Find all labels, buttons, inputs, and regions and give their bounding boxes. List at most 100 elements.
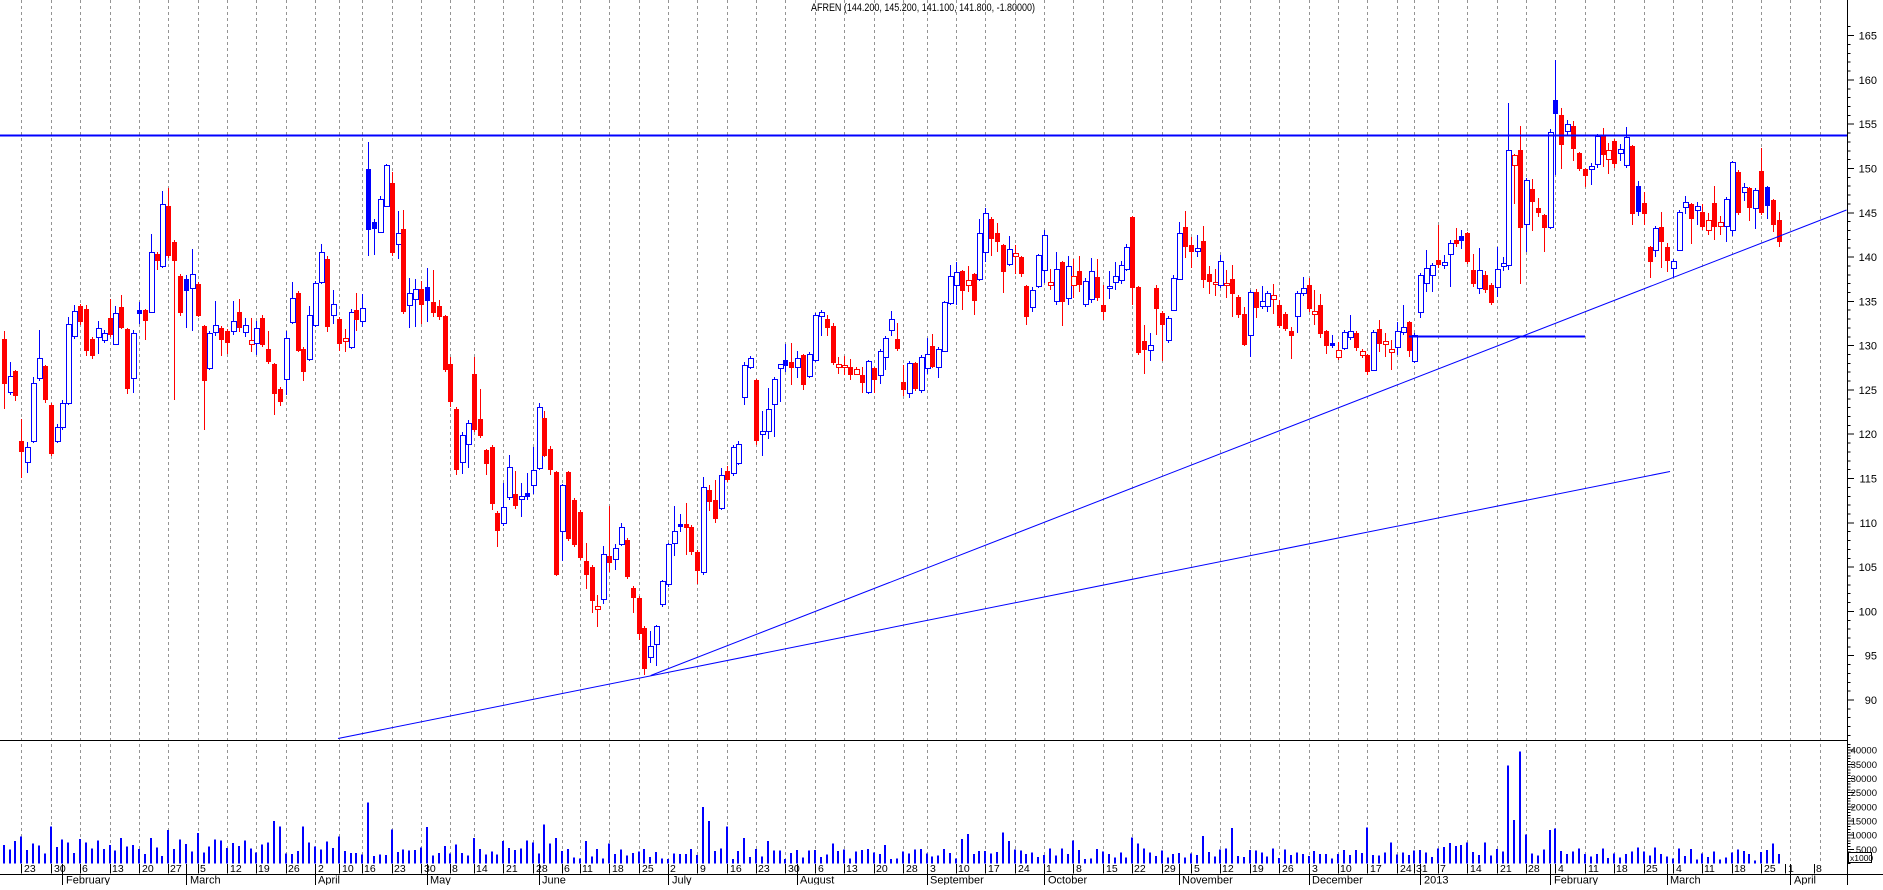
- svg-text:23: 23: [24, 863, 36, 875]
- svg-text:19: 19: [1252, 863, 1264, 875]
- svg-text:November: November: [1182, 875, 1233, 886]
- svg-text:24: 24: [1018, 863, 1030, 875]
- svg-text:110: 110: [1859, 518, 1877, 530]
- svg-text:22: 22: [1134, 863, 1146, 875]
- svg-text:July: July: [672, 875, 692, 886]
- svg-text:12: 12: [230, 863, 242, 875]
- svg-text:1: 1: [1788, 863, 1794, 875]
- svg-text:25: 25: [1764, 863, 1776, 875]
- svg-text:8: 8: [1076, 863, 1082, 875]
- svg-text:10: 10: [958, 863, 970, 875]
- svg-text:29: 29: [1164, 863, 1176, 875]
- svg-text:21: 21: [1500, 863, 1512, 875]
- svg-text:30: 30: [788, 863, 800, 875]
- svg-text:February: February: [1554, 875, 1599, 886]
- svg-text:7: 7: [1440, 863, 1446, 875]
- svg-text:18: 18: [1734, 863, 1746, 875]
- svg-text:18: 18: [1616, 863, 1628, 875]
- svg-text:160: 160: [1859, 75, 1877, 87]
- svg-text:17: 17: [988, 863, 1000, 875]
- svg-text:16: 16: [730, 863, 742, 875]
- svg-text:4: 4: [1676, 863, 1682, 875]
- svg-text:20000: 20000: [1851, 802, 1877, 813]
- svg-text:1: 1: [1046, 863, 1052, 875]
- svg-text:30000: 30000: [1851, 774, 1877, 785]
- svg-text:40000: 40000: [1851, 746, 1877, 757]
- svg-text:6: 6: [818, 863, 824, 875]
- svg-text:8: 8: [452, 863, 458, 875]
- svg-text:120: 120: [1859, 429, 1877, 441]
- svg-text:145: 145: [1859, 208, 1877, 220]
- svg-text:August: August: [800, 875, 834, 886]
- svg-text:26: 26: [288, 863, 300, 875]
- svg-text:28: 28: [906, 863, 918, 875]
- svg-text:125: 125: [1859, 385, 1877, 397]
- svg-text:4: 4: [1558, 863, 1564, 875]
- svg-text:17: 17: [1370, 863, 1382, 875]
- svg-text:2: 2: [670, 863, 676, 875]
- svg-text:30: 30: [424, 863, 436, 875]
- svg-text:8: 8: [1816, 863, 1822, 875]
- svg-text:20: 20: [876, 863, 888, 875]
- svg-text:5: 5: [1194, 863, 1200, 875]
- svg-text:April: April: [1794, 875, 1816, 886]
- svg-text:25: 25: [642, 863, 654, 875]
- svg-text:October: October: [1048, 875, 1087, 886]
- svg-text:16: 16: [364, 863, 376, 875]
- svg-text:March: March: [1670, 875, 1701, 886]
- svg-text:10: 10: [342, 863, 354, 875]
- svg-text:5000: 5000: [1856, 845, 1877, 856]
- svg-text:May: May: [430, 875, 451, 886]
- svg-text:11: 11: [1588, 863, 1599, 875]
- svg-text:September: September: [930, 875, 984, 886]
- svg-text:x1000: x1000: [1850, 853, 1873, 863]
- svg-text:11: 11: [582, 863, 593, 875]
- svg-text:10: 10: [1340, 863, 1352, 875]
- svg-text:April: April: [318, 875, 340, 886]
- svg-text:31: 31: [1416, 863, 1428, 875]
- svg-text:20: 20: [142, 863, 154, 875]
- svg-text:28: 28: [536, 863, 548, 875]
- svg-text:19: 19: [258, 863, 270, 875]
- svg-text:24: 24: [1400, 863, 1412, 875]
- svg-text:12: 12: [1222, 863, 1234, 875]
- svg-text:27: 27: [170, 863, 182, 875]
- svg-text:February: February: [66, 875, 111, 886]
- svg-text:26: 26: [1282, 863, 1294, 875]
- svg-text:5: 5: [200, 863, 206, 875]
- svg-text:11: 11: [1704, 863, 1715, 875]
- svg-text:23: 23: [394, 863, 406, 875]
- svg-text:15: 15: [1106, 863, 1118, 875]
- svg-text:December: December: [1312, 875, 1363, 886]
- svg-text:90: 90: [1865, 695, 1877, 707]
- svg-text:14: 14: [1470, 863, 1482, 875]
- svg-text:155: 155: [1859, 119, 1877, 131]
- svg-text:21: 21: [506, 863, 518, 875]
- svg-text:3: 3: [1312, 863, 1318, 875]
- svg-text:6: 6: [564, 863, 570, 875]
- svg-text:18: 18: [612, 863, 624, 875]
- svg-text:25: 25: [1646, 863, 1658, 875]
- svg-text:2: 2: [318, 863, 324, 875]
- svg-text:30: 30: [54, 863, 66, 875]
- svg-text:115: 115: [1859, 474, 1877, 486]
- svg-text:3: 3: [930, 863, 936, 875]
- svg-text:140: 140: [1859, 252, 1877, 264]
- svg-text:130: 130: [1859, 341, 1877, 353]
- svg-text:6: 6: [82, 863, 88, 875]
- svg-text:165: 165: [1859, 31, 1877, 43]
- svg-text:13: 13: [112, 863, 124, 875]
- svg-text:15000: 15000: [1851, 817, 1877, 828]
- svg-text:9: 9: [700, 863, 706, 875]
- svg-text:June: June: [542, 875, 566, 886]
- svg-text:105: 105: [1859, 562, 1877, 574]
- svg-text:13: 13: [846, 863, 858, 875]
- svg-text:23: 23: [758, 863, 770, 875]
- svg-text:95: 95: [1865, 651, 1877, 663]
- svg-text:28: 28: [1528, 863, 1540, 875]
- svg-text:AFREN (144.200, 145.200, 141.1: AFREN (144.200, 145.200, 141.100, 141.80…: [811, 2, 1035, 14]
- svg-text:10000: 10000: [1851, 831, 1877, 842]
- svg-text:2013: 2013: [1424, 875, 1448, 886]
- svg-text:25000: 25000: [1851, 788, 1877, 799]
- svg-text:35000: 35000: [1851, 760, 1877, 771]
